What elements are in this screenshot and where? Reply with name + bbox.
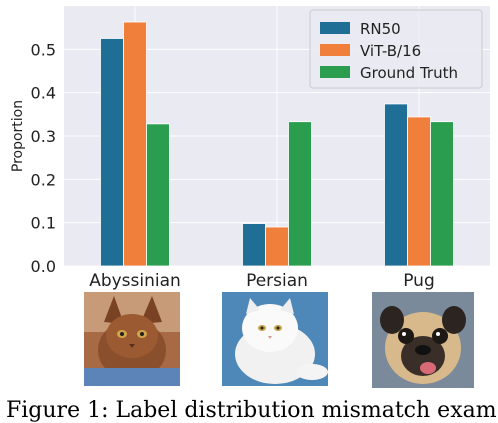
figure-caption: Figure 1: Label distribution mismatch ex… — [6, 398, 497, 423]
legend: RN50 ViT-B/16 Ground Truth — [309, 9, 483, 89]
legend-label: ViT-B/16 — [360, 42, 421, 60]
x-category-label: Abyssinian — [89, 271, 181, 291]
bar-rn50-pug — [384, 103, 408, 267]
bar-ground-truth-pug — [430, 121, 454, 267]
bar-vit-b-16-abyssinian — [123, 21, 147, 267]
bar-vit-b-16-persian — [265, 226, 289, 267]
y-tick-label: 0.4 — [31, 84, 56, 103]
persian-cat-photo — [222, 292, 328, 386]
y-tick-label: 0.3 — [31, 127, 56, 146]
y-tick-label: 0.0 — [31, 257, 56, 276]
bar-rn50-abyssinian — [100, 38, 124, 267]
y-tick-label: 0.2 — [31, 170, 56, 189]
y-axis-title: Proportion — [10, 100, 26, 172]
bar-rn50-persian — [242, 223, 266, 267]
x-category-label: Pug — [403, 271, 435, 291]
legend-swatch — [320, 22, 350, 34]
legend-label: Ground Truth — [360, 64, 458, 82]
abyssinian-cat-photo — [84, 292, 180, 386]
bar-chart: 0.00.10.20.30.40.5 Abyssinian Persian Pug … — [10, 6, 490, 291]
bar-ground-truth-persian — [288, 121, 312, 267]
y-tick-label: 0.5 — [31, 40, 56, 59]
legend-swatch — [320, 44, 350, 56]
y-tick-label: 0.1 — [31, 214, 56, 233]
x-category-label: Persian — [246, 271, 308, 291]
pug-dog-photo — [372, 292, 474, 388]
bar-vit-b-16-pug — [407, 116, 431, 267]
legend-label: RN50 — [360, 20, 401, 38]
legend-box — [309, 9, 483, 89]
bar-ground-truth-abyssinian — [146, 123, 170, 267]
legend-swatch — [320, 66, 350, 78]
